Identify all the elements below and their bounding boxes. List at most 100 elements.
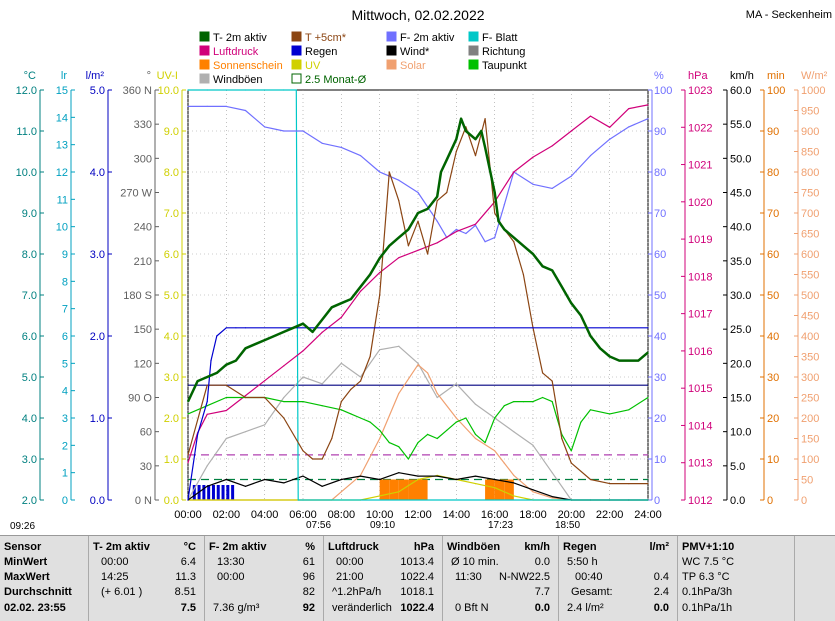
series-point bbox=[561, 286, 563, 288]
series-point bbox=[264, 89, 266, 91]
series-point bbox=[618, 360, 620, 362]
stats-label-avg: Durchschnitt bbox=[4, 586, 72, 598]
series-point bbox=[474, 483, 477, 485]
series-point bbox=[647, 104, 649, 106]
rain-tick-label: 3.0 bbox=[90, 249, 105, 261]
temp-tick-label: 3.0 bbox=[22, 454, 37, 466]
series-point bbox=[455, 417, 457, 419]
leaf-tick-label: 7 bbox=[62, 304, 68, 316]
series-point bbox=[417, 220, 419, 222]
series-point bbox=[541, 372, 544, 374]
temp-tick-label: 11.0 bbox=[16, 126, 37, 138]
series-point bbox=[187, 462, 189, 464]
sunshine-bar bbox=[485, 479, 495, 500]
dir-tick-label: 330 bbox=[134, 119, 152, 131]
legend-swatch bbox=[199, 31, 210, 42]
legend-swatch bbox=[386, 45, 397, 56]
sun-event-left: 09:26 bbox=[10, 521, 35, 532]
series-point bbox=[480, 130, 482, 132]
series-point bbox=[388, 442, 390, 444]
series-point bbox=[628, 126, 630, 128]
stats-wind-max-dir: N-NW bbox=[499, 571, 529, 583]
stats-hum-header: F- 2m aktiv bbox=[209, 541, 267, 553]
series-point bbox=[283, 396, 285, 399]
wind-tick-label: 20.0 bbox=[730, 358, 751, 370]
series-point bbox=[206, 401, 208, 403]
leaf-tick-label: 9 bbox=[62, 249, 68, 261]
dusk-label: 18:50 bbox=[555, 520, 580, 531]
sun-tick-label: 10 bbox=[767, 454, 779, 466]
series-point bbox=[264, 424, 266, 426]
legend-swatch bbox=[291, 73, 302, 84]
stats-temp-max-time: 14:25 bbox=[101, 571, 129, 583]
series-point bbox=[206, 89, 208, 91]
series-point bbox=[379, 171, 381, 173]
series-point bbox=[350, 413, 352, 415]
series-point bbox=[609, 413, 611, 415]
series-point bbox=[225, 89, 227, 91]
series-point bbox=[436, 242, 438, 244]
press-tick-label: 1014 bbox=[688, 420, 712, 432]
wind-tick-label: 5.0 bbox=[730, 461, 745, 473]
series-point bbox=[513, 431, 515, 433]
dir-tick-label: 180 S bbox=[123, 290, 152, 302]
series-point bbox=[407, 245, 410, 247]
solar-tick-label: 250 bbox=[801, 393, 819, 405]
rain-bar bbox=[207, 485, 211, 500]
dir-tick-label: 240 bbox=[134, 222, 152, 234]
rain-bar bbox=[221, 485, 225, 500]
leaf-tick-label: 8 bbox=[62, 276, 68, 288]
wind-tick-label: 60.0 bbox=[730, 85, 751, 97]
series-point bbox=[398, 257, 400, 259]
series-point bbox=[225, 437, 227, 440]
press-tick-label: 1015 bbox=[688, 383, 712, 395]
stats-pmv-trend1h: 0.1hPa/1h bbox=[682, 602, 733, 614]
sun-tick-label: 70 bbox=[767, 208, 779, 220]
x-tick-label: 22:00 bbox=[596, 509, 624, 521]
series-point bbox=[494, 212, 496, 214]
legend-label: Richtung bbox=[482, 46, 525, 58]
stats-wind-max: 22.5 bbox=[528, 571, 550, 583]
series-point bbox=[321, 405, 323, 407]
series-point bbox=[609, 483, 611, 485]
series-point bbox=[244, 395, 247, 397]
series-point bbox=[369, 355, 371, 358]
series-point bbox=[417, 442, 419, 444]
solar-tick-label: 50 bbox=[801, 475, 813, 487]
chart-title: Mittwoch, 02.02.2022 bbox=[351, 7, 484, 23]
uv-tick-label: 10.0 bbox=[158, 85, 179, 97]
series-point bbox=[522, 401, 525, 403]
hum-tick-label: 80 bbox=[654, 167, 666, 179]
series-point bbox=[398, 179, 400, 181]
series-point bbox=[551, 269, 553, 271]
sun-tick-label: 50 bbox=[767, 290, 779, 302]
series-point bbox=[398, 472, 400, 474]
series-point bbox=[331, 437, 333, 440]
series-point bbox=[398, 200, 400, 202]
hum-tick-label: 90 bbox=[654, 126, 666, 138]
series-point bbox=[187, 105, 189, 107]
series-point bbox=[494, 478, 496, 481]
stats-rain-column: Regen l/m² 5:50 h 00:40 0.4 Gesamt: 2.4 2.4… bbox=[559, 536, 678, 621]
series-point bbox=[460, 118, 462, 120]
stats-wind-current: 0.0 bbox=[534, 602, 550, 614]
temp-tick-label: 5.0 bbox=[22, 372, 37, 384]
legend-swatch bbox=[291, 59, 302, 70]
series-point bbox=[474, 437, 477, 440]
stats-table: Sensor MinWert MaxWert Durchschnitt 02.0… bbox=[0, 535, 835, 621]
series-point bbox=[264, 339, 266, 341]
dir-axis-unit: ° bbox=[147, 70, 151, 82]
series-point bbox=[426, 253, 429, 255]
series-point bbox=[551, 187, 553, 189]
series-point bbox=[426, 433, 429, 435]
dir-tick-label: 90 O bbox=[128, 393, 152, 405]
stats-pmv-windchill: WC 7.5 °C bbox=[682, 556, 735, 568]
series-point bbox=[321, 331, 323, 333]
series-point bbox=[264, 380, 266, 382]
series-point bbox=[283, 89, 285, 91]
series-point bbox=[206, 485, 208, 487]
series-point bbox=[206, 465, 208, 467]
series-point bbox=[474, 475, 477, 477]
stats-press-avg: 1018.1 bbox=[400, 586, 434, 598]
uv-tick-label: 4.0 bbox=[164, 331, 179, 343]
